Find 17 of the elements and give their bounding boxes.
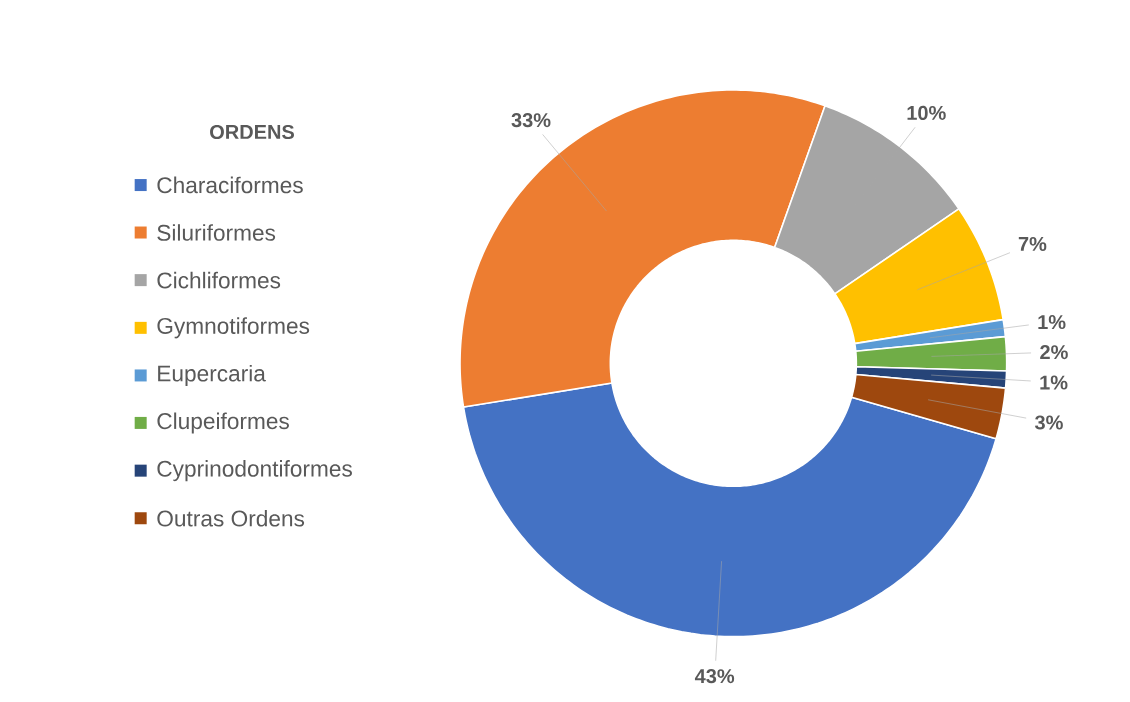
data-label: 10%	[907, 105, 946, 121]
data-label: 7%	[1018, 236, 1047, 251]
data-label: 2%	[1040, 345, 1068, 360]
data-label: 43%	[694, 669, 735, 684]
legend-label: Characiformes	[157, 176, 303, 194]
legend-label: Cyprinodontiformes	[157, 460, 352, 482]
data-label: 33%	[511, 113, 551, 128]
legend-label: Cichliformes	[157, 271, 281, 289]
legend-label: Eupercaria	[158, 364, 266, 387]
legend-label: Siluriformes	[157, 224, 276, 241]
legend-label: Outras Ordens	[157, 509, 305, 527]
legend-label: Clupeiformes	[157, 412, 289, 434]
data-label: 3%	[1034, 415, 1063, 430]
legend-title: ORDENS	[210, 124, 294, 140]
data-label: 1%	[1038, 315, 1066, 330]
legend-label: Gymnotiformes	[157, 317, 310, 339]
data-label: 1%	[1040, 375, 1068, 390]
